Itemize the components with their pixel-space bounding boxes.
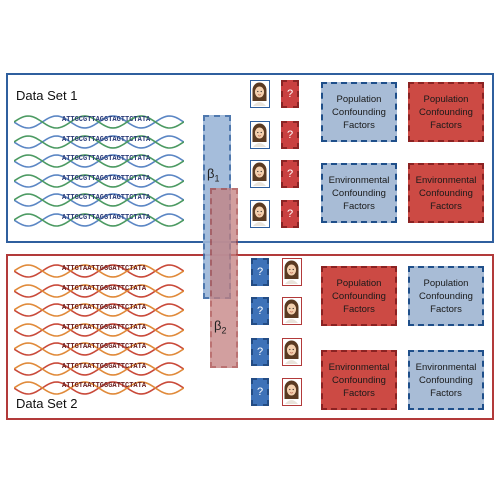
dna-strand: ATTGCGTTAGGTAGTTCTATA xyxy=(14,152,184,170)
person-avatar xyxy=(250,200,270,228)
dna-helix-icon xyxy=(14,212,184,227)
person-avatar xyxy=(250,121,270,149)
dna-strand: ATTGCGTTAGGTAGTTCTATA xyxy=(14,172,184,190)
dna-helix-icon xyxy=(14,173,184,188)
dna-sequence: ATTGTAATTGGGATTCTATA xyxy=(62,304,147,312)
data-set-1-label: Data Set 1 xyxy=(16,88,78,103)
data-set-2-panel xyxy=(6,254,494,420)
unknown-marker: ? xyxy=(251,378,269,406)
dna-strand: ATTGCGTTAGGTAGTTCTATA xyxy=(14,133,184,151)
set-1-population-factors-known: Population Confounding Factors xyxy=(408,82,484,142)
dna-sequence: ATTGCGTTAGGTAGTTCTATA xyxy=(62,174,151,183)
dna-sequence: ATTGTAATTGGGATTCTATA xyxy=(62,265,147,273)
dna-helix-icon xyxy=(14,134,184,149)
dna-strand: ATTGTAATTGGGATTCTATA xyxy=(14,321,184,339)
dna-helix-icon xyxy=(14,264,184,278)
dna-sequence: ATTGTAATTGGGATTCTATA xyxy=(62,362,147,371)
unknown-marker: ? xyxy=(281,80,299,108)
dna-strand: ATTGTAATTGGGATTCTATA xyxy=(14,340,184,358)
set-1-population-factors-unknown: Population Confounding Factors xyxy=(321,82,397,142)
dna-strand: ATTGTAATTGGGATTCTATA xyxy=(14,262,184,280)
dna-sequence: ATTGCGTTAGGTAGTTCTATA xyxy=(62,213,151,222)
set-1-environmental-factors-unknown: Environmental Confounding Factors xyxy=(321,163,397,223)
unknown-marker: ? xyxy=(251,338,269,366)
dna-helix-icon xyxy=(14,283,184,298)
person-icon xyxy=(284,299,299,323)
dna-helix-icon xyxy=(14,193,184,207)
person-avatar xyxy=(250,80,270,108)
set-1-environmental-factors-known: Environmental Confounding Factors xyxy=(408,163,484,223)
data-set-2-label: Data Set 2 xyxy=(16,396,78,411)
person-avatar xyxy=(282,378,302,406)
beta-2-label: β2 xyxy=(214,318,227,336)
beta-1-label: β1 xyxy=(207,166,220,184)
person-avatar xyxy=(282,297,302,325)
unknown-marker: ? xyxy=(281,121,299,149)
dna-helix-icon xyxy=(14,115,184,129)
dna-sequence: ATTGCGTTAGGTAGTTCTATA xyxy=(62,155,151,163)
person-icon xyxy=(252,202,267,226)
dna-helix-icon xyxy=(14,342,184,356)
unknown-marker: ? xyxy=(281,160,299,188)
person-icon xyxy=(284,380,299,404)
dna-helix-icon xyxy=(14,303,184,317)
dna-helix-icon xyxy=(14,361,184,376)
unknown-marker: ? xyxy=(281,200,299,228)
person-avatar xyxy=(282,338,302,366)
dna-sequence: ATTGTAATTGGGATTCTATA xyxy=(62,323,147,332)
dna-strand: ATTGTAATTGGGATTCTATA xyxy=(14,282,184,300)
person-avatar xyxy=(250,160,270,188)
dna-sequence: ATTGTAATTGGGATTCTATA xyxy=(62,382,147,390)
beta-2-box xyxy=(210,188,238,368)
person-icon xyxy=(252,162,267,186)
person-icon xyxy=(284,340,299,364)
set-2-environmental-factors-known: Environmental Confounding Factors xyxy=(321,350,397,410)
dna-sequence: ATTGCGTTAGGTAGTTCTATA xyxy=(62,194,151,202)
dna-sequence: ATTGTAATTGGGATTCTATA xyxy=(62,284,147,293)
dna-sequence: ATTGCGTTAGGTAGTTCTATA xyxy=(62,116,151,124)
dna-helix-icon xyxy=(14,154,184,168)
dna-strand: ATTGCGTTAGGTAGTTCTATA xyxy=(14,113,184,131)
person-avatar xyxy=(282,258,302,286)
dna-strand: ATTGTAATTGGGATTCTATA xyxy=(14,379,184,397)
dna-sequence: ATTGCGTTAGGTAGTTCTATA xyxy=(62,135,151,144)
set-2-population-factors-known: Population Confounding Factors xyxy=(321,266,397,326)
person-icon xyxy=(252,82,267,106)
data-set-1-panel xyxy=(6,73,494,243)
unknown-marker: ? xyxy=(251,258,269,286)
dna-strand: ATTGCGTTAGGTAGTTCTATA xyxy=(14,211,184,229)
set-2-environmental-factors-unknown: Environmental Confounding Factors xyxy=(408,350,484,410)
person-icon xyxy=(284,260,299,284)
dna-strand: ATTGTAATTGGGATTCTATA xyxy=(14,360,184,378)
set-2-population-factors-unknown: Population Confounding Factors xyxy=(408,266,484,326)
unknown-marker: ? xyxy=(251,297,269,325)
dna-helix-icon xyxy=(14,322,184,337)
person-icon xyxy=(252,123,267,147)
dna-strand: ATTGCGTTAGGTAGTTCTATA xyxy=(14,191,184,209)
dna-sequence: ATTGTAATTGGGATTCTATA xyxy=(62,343,147,351)
dna-strand: ATTGTAATTGGGATTCTATA xyxy=(14,301,184,319)
dna-helix-icon xyxy=(14,381,184,395)
